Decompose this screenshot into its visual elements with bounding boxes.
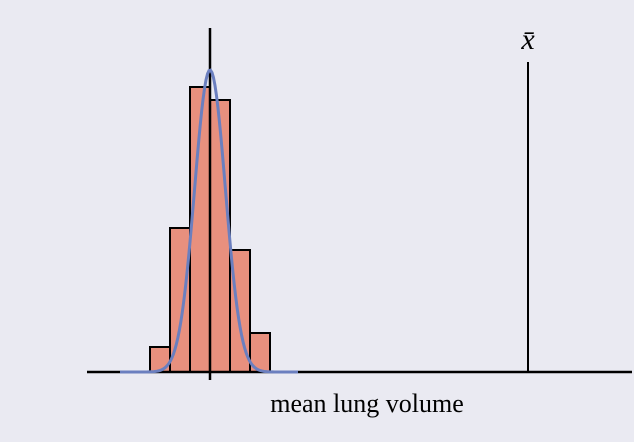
histogram-bar [169,227,191,373]
histogram-bar [149,346,171,373]
x-bar-label: x̄ [520,23,535,56]
normal-curve [120,68,298,374]
x-axis-label: mean lung volume [270,389,464,418]
